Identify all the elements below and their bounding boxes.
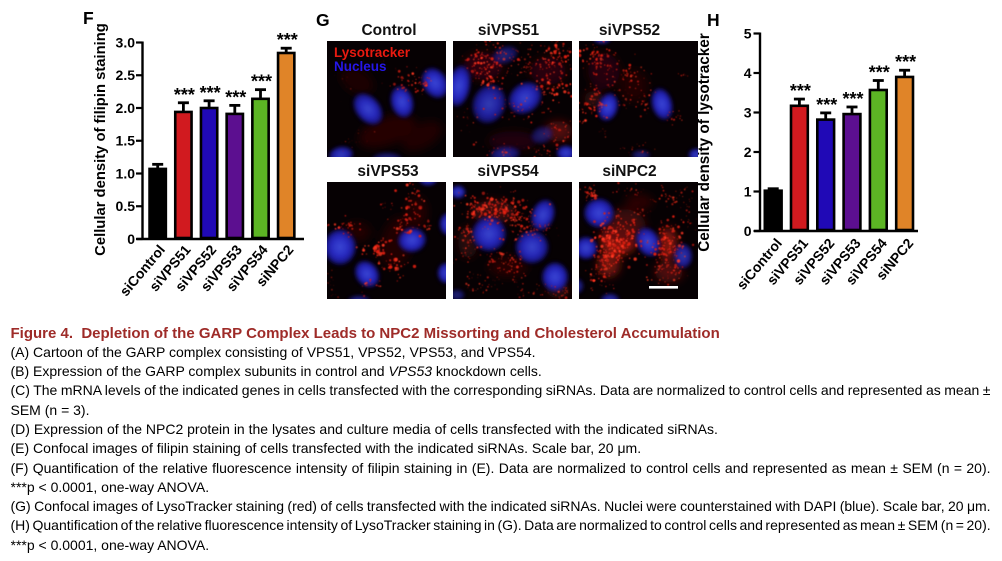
svg-text:4: 4 — [744, 65, 752, 81]
svg-text:***: *** — [816, 95, 837, 115]
svg-text:1.0: 1.0 — [116, 165, 136, 181]
svg-text:***: *** — [225, 87, 246, 107]
svg-text:2.5: 2.5 — [116, 67, 136, 83]
svg-text:***: *** — [251, 72, 272, 92]
svg-text:1: 1 — [744, 183, 752, 199]
svg-text:***: *** — [200, 83, 221, 103]
svg-text:***: *** — [277, 30, 298, 50]
svg-text:***: *** — [895, 52, 916, 72]
svg-text:***: *** — [869, 63, 890, 83]
svg-text:Cellular density of lysotracke: Cellular density of lysotracker — [696, 33, 713, 252]
svg-text:2.0: 2.0 — [116, 100, 136, 116]
svg-text:5: 5 — [744, 25, 752, 41]
svg-text:***: *** — [174, 85, 195, 105]
svg-text:0: 0 — [744, 223, 752, 239]
svg-text:0.5: 0.5 — [116, 198, 136, 214]
svg-text:***: *** — [842, 89, 863, 109]
svg-text:Cellular density of filipin st: Cellular density of filipin staining — [93, 23, 109, 256]
svg-text:***: *** — [790, 81, 811, 101]
svg-text:3.0: 3.0 — [116, 34, 136, 50]
svg-text:1.5: 1.5 — [116, 133, 136, 149]
svg-text:3: 3 — [744, 104, 752, 120]
svg-text:0: 0 — [127, 231, 135, 247]
svg-text:2: 2 — [744, 144, 752, 160]
